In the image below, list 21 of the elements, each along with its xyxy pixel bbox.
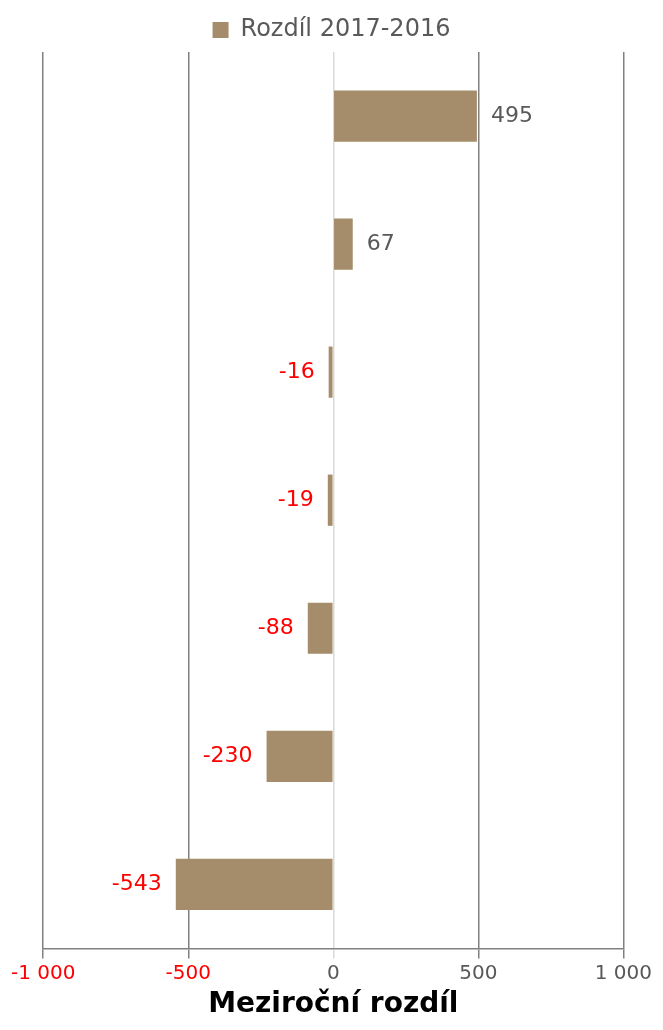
bar bbox=[334, 90, 477, 142]
x-tick-label: 0 bbox=[326, 959, 340, 984]
legend-label: Rozdíl 2017-2016 bbox=[240, 14, 451, 43]
data-label: -19 bbox=[277, 485, 314, 511]
x-axis-title: Meziroční rozdíl bbox=[208, 986, 459, 1020]
bar bbox=[327, 474, 333, 526]
data-label: -230 bbox=[202, 742, 253, 768]
x-tick-label: 1 000 bbox=[594, 959, 652, 984]
data-label: -543 bbox=[111, 870, 162, 896]
bar bbox=[334, 218, 353, 270]
data-label: -16 bbox=[278, 357, 315, 383]
x-tick-label: 500 bbox=[459, 959, 498, 984]
data-label: 495 bbox=[490, 101, 533, 127]
x-tick-label: -500 bbox=[165, 959, 211, 984]
bar bbox=[328, 346, 333, 398]
x-tick-label: -1 000 bbox=[10, 959, 76, 984]
bar bbox=[307, 602, 333, 654]
data-label: -88 bbox=[257, 613, 294, 639]
bar bbox=[266, 730, 333, 782]
data-label: 67 bbox=[366, 229, 395, 255]
bar bbox=[175, 858, 333, 910]
